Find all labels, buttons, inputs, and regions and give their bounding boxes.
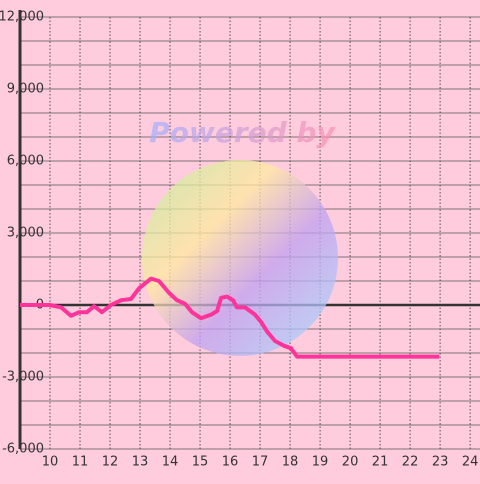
x-tick-label: 14 xyxy=(162,455,179,470)
x-tick-label: 21 xyxy=(372,455,389,470)
watermark-logo xyxy=(142,160,338,356)
x-tick-label: 18 xyxy=(282,455,299,470)
x-tick-label: 12 xyxy=(102,455,119,470)
x-tick-label: 19 xyxy=(312,455,329,470)
y-tick-label: -3,000 xyxy=(2,370,44,385)
x-tick-label: 15 xyxy=(192,455,209,470)
x-tick-label: 11 xyxy=(72,455,89,470)
grid xyxy=(20,16,480,450)
y-tick-label: 3,000 xyxy=(7,226,44,241)
y-tick-label: 6,000 xyxy=(7,154,44,169)
x-tick-label: 23 xyxy=(432,455,449,470)
x-tick-label: 16 xyxy=(222,455,239,470)
y-tick-label: 12,000 xyxy=(0,10,44,25)
x-tick-label: 13 xyxy=(132,455,149,470)
line xyxy=(20,276,440,359)
x-tick-label: 10 xyxy=(42,455,59,470)
y-tick-label: -6,000 xyxy=(2,442,44,457)
y-tick-label: 9,000 xyxy=(7,82,44,97)
watermark: Powered by xyxy=(149,116,336,149)
x-tick-label: 20 xyxy=(342,455,359,470)
x-tick-label: 24 xyxy=(462,455,479,470)
x-tick-label: 17 xyxy=(252,455,269,470)
x-tick-label: 22 xyxy=(402,455,419,470)
